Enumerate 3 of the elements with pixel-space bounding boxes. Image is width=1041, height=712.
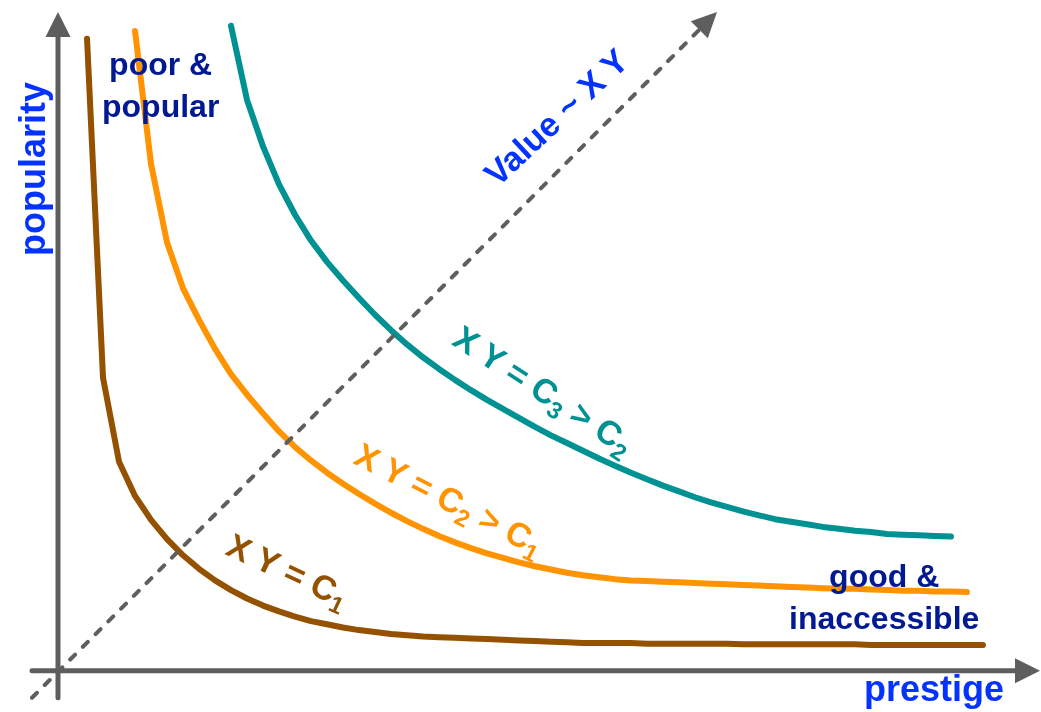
annotation: good & inaccessible <box>789 558 980 636</box>
y-axis-title: popularity <box>12 81 53 256</box>
x-axis-title: prestige <box>864 668 1005 709</box>
